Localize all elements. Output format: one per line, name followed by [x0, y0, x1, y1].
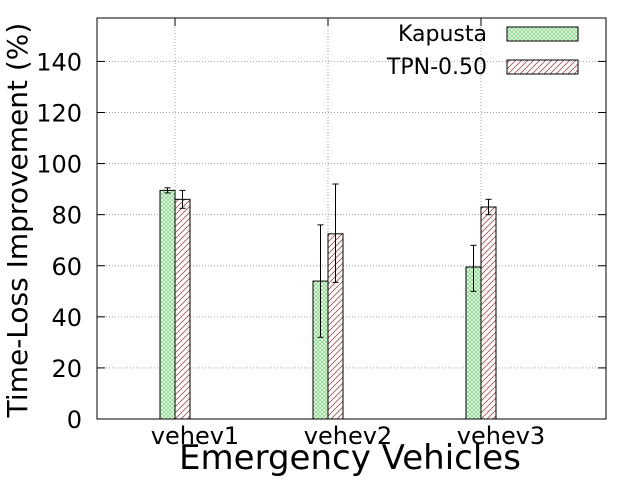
legend-swatch [506, 59, 579, 75]
axes: 0 20 40 60 80 100 120 140 vehev1 vehev2 vehev3 [36, 17, 607, 450]
y-tick-label: 120 [36, 100, 82, 128]
x-tick-label: vehev2 [304, 422, 392, 450]
legend-label: Kapusta [398, 22, 487, 47]
y-tick-label: 20 [51, 355, 82, 383]
bars [159, 183, 497, 420]
bar-tpn-0-50-vehev3 [480, 206, 497, 420]
x-tick-label: vehev1 [151, 422, 239, 450]
legend-label: TPN-0.50 [386, 55, 487, 80]
y-tick-label: 60 [51, 253, 82, 281]
y-axis-title: Time-Loss Improvement (%) [1, 23, 34, 419]
y-tick-label: 100 [36, 151, 82, 179]
legend: Kapusta TPN-0.50 [386, 22, 579, 80]
bar-tpn-0-50-vehev1 [174, 198, 191, 420]
x-axis-title: Emergency Vehicles [179, 438, 521, 478]
plot-frame [96, 17, 607, 420]
y-tick-label: 0 [67, 406, 82, 434]
bar-kapusta-vehev1 [159, 189, 176, 420]
y-tick-label: 80 [51, 202, 82, 230]
y-tick-label: 140 [36, 48, 82, 76]
y-tick-label: 40 [51, 304, 82, 332]
legend-swatch [506, 26, 579, 42]
x-tick-label: vehev3 [457, 422, 545, 450]
